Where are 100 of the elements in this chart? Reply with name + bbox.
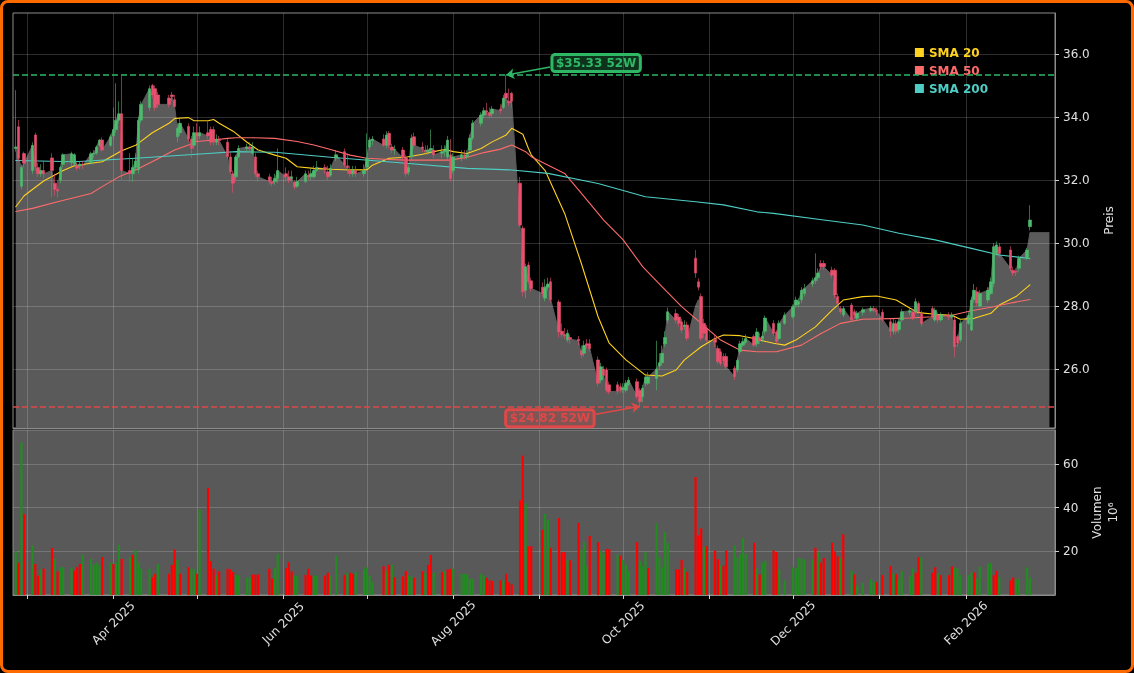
bar (791, 567, 795, 595)
candlestick (73, 152, 76, 167)
bar (817, 552, 820, 595)
bar (577, 522, 580, 595)
candlestick (410, 134, 413, 160)
bar (842, 534, 845, 595)
candlestick (70, 151, 73, 167)
candlestick (644, 373, 647, 387)
candlestick (463, 149, 466, 160)
candlestick (50, 152, 54, 198)
bar (14, 551, 17, 595)
candlestick (424, 145, 427, 156)
bar (192, 568, 196, 595)
bar (995, 570, 998, 595)
bar (17, 562, 20, 595)
candlestick (621, 382, 625, 394)
bar (822, 558, 825, 595)
bar (778, 569, 781, 595)
candlestick (510, 91, 513, 108)
candlestick (908, 307, 912, 316)
bar (635, 542, 639, 595)
bar (992, 575, 995, 595)
candlestick (911, 308, 915, 321)
bar (967, 575, 970, 595)
bar (429, 555, 433, 595)
bar (530, 546, 533, 595)
annotation: $24.82 52W (509, 411, 591, 426)
candlestick (334, 149, 338, 162)
candlestick (680, 318, 683, 334)
bar (307, 568, 310, 595)
candlestick (939, 312, 943, 323)
candlestick (842, 305, 845, 318)
bar (173, 549, 176, 595)
bar (34, 563, 37, 595)
candlestick (683, 319, 686, 330)
candlestick (451, 152, 455, 175)
bar (404, 571, 407, 595)
candlestick (148, 85, 151, 111)
candlestick (309, 168, 313, 181)
candlestick (947, 312, 951, 321)
candlestick (557, 299, 561, 338)
candlestick (192, 126, 196, 149)
line-series (15, 117, 1031, 377)
bar (53, 558, 56, 595)
y-axis-title: Volumen 10⁶ (1090, 486, 1121, 539)
bar (393, 577, 396, 595)
y-tick-label: 36.0 (1063, 46, 1090, 61)
candlestick (499, 104, 502, 115)
candlestick (120, 75, 123, 181)
bar (647, 568, 650, 595)
bar (527, 546, 530, 595)
candlestick (1017, 255, 1021, 272)
candlestick (814, 253, 817, 285)
candlestick (933, 307, 937, 323)
bar (134, 549, 137, 595)
candlestick (295, 176, 299, 189)
candlestick (716, 345, 720, 365)
candlestick (251, 141, 254, 156)
candlestick (663, 330, 667, 348)
bar (596, 542, 600, 595)
legend-label: SMA 200 (928, 81, 989, 96)
candlestick (326, 165, 330, 181)
candlestick (329, 163, 332, 178)
candlestick (839, 305, 842, 315)
bar (549, 547, 552, 595)
bar (218, 571, 221, 595)
candlestick (17, 119, 20, 162)
candlestick (245, 143, 249, 152)
candlestick (449, 138, 452, 182)
bar (814, 547, 817, 595)
candlestick (577, 335, 580, 346)
candlestick (894, 319, 898, 335)
bar (541, 529, 544, 595)
candlestick (722, 353, 725, 365)
candlestick (1025, 247, 1029, 261)
candlestick (89, 151, 93, 165)
candlestick (1014, 267, 1018, 277)
bar (998, 576, 1001, 595)
bar (544, 513, 547, 595)
candlestick (744, 334, 747, 345)
bar (59, 567, 62, 595)
candlestick (485, 102, 488, 116)
bar (365, 567, 368, 595)
candlestick (758, 332, 761, 345)
bar (1026, 567, 1029, 595)
candlestick (892, 318, 895, 335)
bar (362, 568, 366, 595)
bar (229, 569, 232, 595)
candlestick (490, 105, 494, 118)
bar (987, 563, 990, 595)
candlestick (936, 312, 940, 324)
candlestick (198, 126, 201, 140)
candlestick (582, 340, 586, 357)
bar (755, 568, 758, 595)
candlestick (624, 379, 628, 394)
legend-label: SMA 50 (928, 63, 980, 78)
bar (120, 558, 123, 595)
candlestick (699, 293, 703, 342)
candlestick (518, 176, 522, 228)
candlestick (75, 162, 79, 171)
